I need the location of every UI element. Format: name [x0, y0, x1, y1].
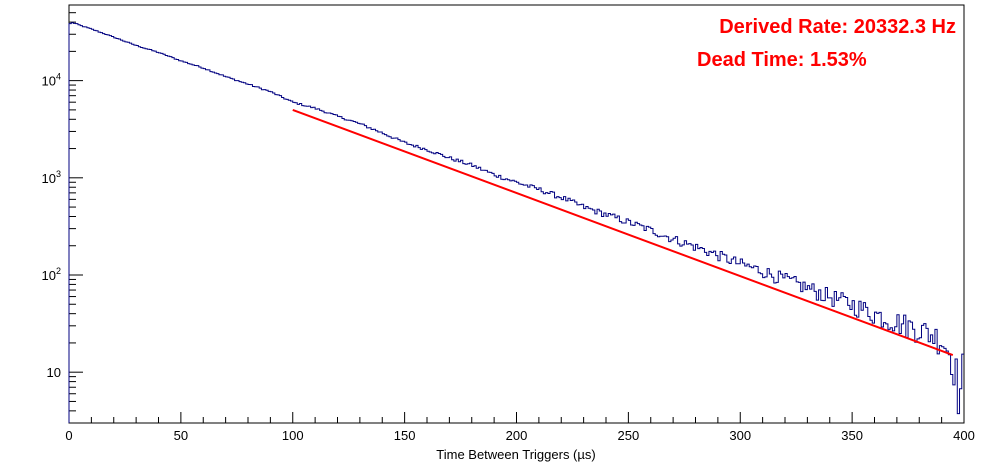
- x-tick-label: 0: [65, 428, 72, 443]
- x-tick-label: 400: [953, 428, 975, 443]
- x-axis-title: Time Between Triggers (µs): [436, 447, 595, 462]
- y-axis: 10 102 103 104: [42, 4, 83, 424]
- x-tick-label: 300: [729, 428, 751, 443]
- x-tick-label: 350: [841, 428, 863, 443]
- derived-rate-annotation: Derived Rate: 20332.3 Hz: [719, 16, 956, 38]
- y-tick-label: 103: [42, 169, 61, 186]
- dead-time-annotation: Dead Time: 1.53%: [697, 49, 867, 71]
- x-tick-label: 150: [394, 428, 416, 443]
- x-axis: 0 50 100 150 200 250 300 350 400: [65, 412, 975, 443]
- x-tick-label: 200: [506, 428, 528, 443]
- histogram-series: [68, 22, 964, 423]
- fit-curve-series: [292, 108, 954, 357]
- y-tick-label: 104: [42, 72, 61, 89]
- x-tick-label: 250: [618, 428, 640, 443]
- x-tick-label: 100: [282, 428, 304, 443]
- y-tick-label: 102: [42, 266, 61, 283]
- x-tick-label: 50: [174, 428, 188, 443]
- y-tick-label: 10: [47, 365, 61, 380]
